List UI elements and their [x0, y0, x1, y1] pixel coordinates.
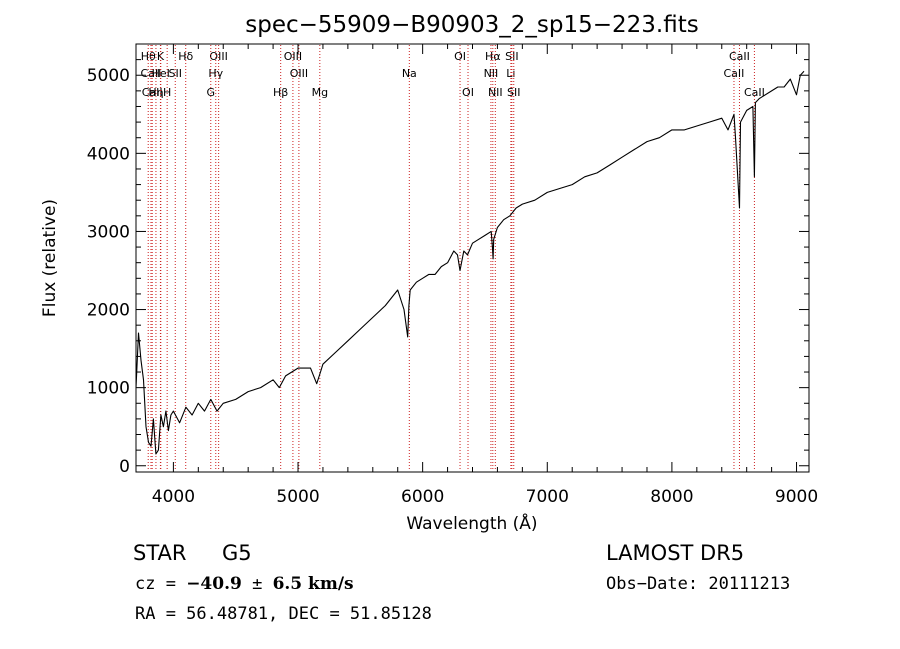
- ra-dec: RA = 56.48781, DEC = 51.85128: [135, 604, 432, 624]
- y-axis: 0 1000 2000 3000 4000 5000: [87, 59, 809, 477]
- line-label-4: K: [157, 50, 165, 63]
- cz-pm: ±: [241, 574, 273, 594]
- line-label-2: CaII: [142, 86, 163, 99]
- line-label-10: Hγ: [208, 67, 223, 80]
- line-label-13: OIII: [284, 50, 302, 63]
- line-label-5: HeI: [152, 67, 170, 80]
- chart-title: spec−55909−B90903_2_sp15−223.fits: [245, 12, 699, 38]
- line-label-1: CaII: [140, 67, 161, 80]
- line-label-9: OIII: [209, 50, 227, 63]
- y-tick-label-1: 1000: [87, 379, 130, 399]
- line-label-21: NII: [488, 86, 503, 99]
- line-label-12: Hβ: [273, 86, 288, 99]
- line-label-0: Hθ: [141, 50, 156, 63]
- cz-label: cz =: [135, 574, 187, 594]
- y-axis-label: Flux (relative): [40, 199, 60, 317]
- cz-error: 6.5: [272, 574, 303, 594]
- y-tick-label-2: 2000: [87, 301, 130, 321]
- line-label-23: Li: [506, 67, 515, 80]
- object-subclass: G5: [222, 541, 252, 565]
- x-tick-label-5: 9000: [775, 487, 818, 507]
- line-label-18: OI: [462, 86, 474, 99]
- line-label-16: Na: [402, 67, 417, 80]
- line-label-8: Hδ: [178, 50, 193, 63]
- line-label-24: SII: [507, 86, 520, 99]
- spectrum-line-0: [135, 70, 805, 455]
- x-axis-label: Wavelength (Å): [406, 512, 537, 534]
- y-tick-label-3: 3000: [87, 222, 130, 242]
- plot-frame: [135, 43, 810, 473]
- line-label-26: CaII: [724, 67, 745, 80]
- y-tick-label-4: 4000: [87, 144, 130, 164]
- obs-date: Obs−Date: 20111213: [606, 574, 791, 594]
- line-label-27: CaII: [744, 86, 765, 99]
- x-tick-label-4: 8000: [650, 487, 693, 507]
- redshift-readout: cz = −40.9 ± 6.5 km/s: [135, 574, 354, 594]
- line-label-22: SII: [505, 50, 518, 63]
- line-label-11: G: [207, 86, 216, 99]
- survey-name: LAMOST DR5: [606, 541, 745, 565]
- line-label-15: Mg: [312, 86, 328, 99]
- cz-value: −40.9: [186, 574, 242, 594]
- line-label-19: Hα: [485, 50, 501, 63]
- line-label-6: H: [163, 86, 171, 99]
- object-class: STAR: [133, 541, 187, 565]
- line-label-7: SII: [169, 67, 182, 80]
- line-label-25: CaII: [729, 50, 750, 63]
- cz-units: km/s: [302, 574, 354, 594]
- line-label-20: NII: [484, 67, 499, 80]
- line-label-14: OIII: [290, 67, 308, 80]
- x-tick-label-3: 7000: [526, 487, 569, 507]
- x-tick-label-0: 4000: [152, 487, 195, 507]
- spectrum-series: [135, 70, 805, 455]
- line-label-3: Hη: [148, 86, 163, 99]
- x-axis: 4000 5000 6000 7000 8000 9000: [152, 44, 818, 507]
- x-tick-label-1: 5000: [276, 487, 319, 507]
- x-tick-label-2: 6000: [401, 487, 444, 507]
- line-label-17: OI: [454, 50, 466, 63]
- y-tick-label-0: 0: [119, 457, 130, 477]
- y-tick-label-5: 5000: [87, 66, 130, 86]
